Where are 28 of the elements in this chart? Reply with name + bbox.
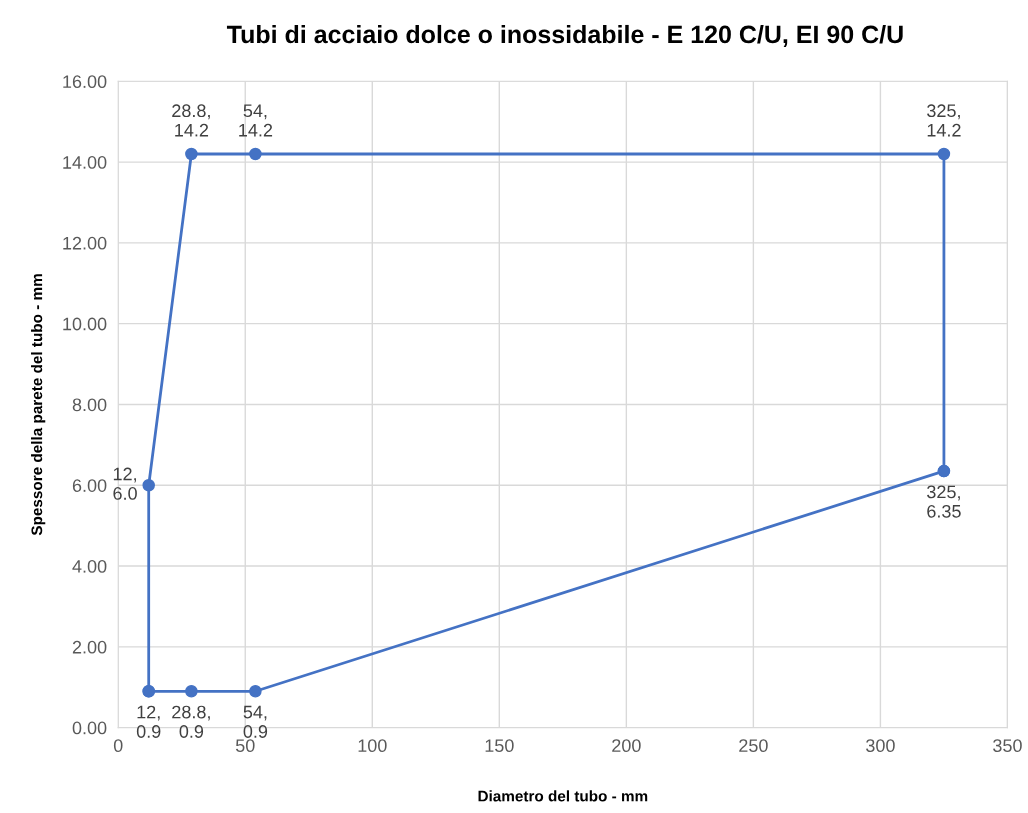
y-axis-title: Spessore della parete del tubo - mm: [31, 274, 46, 536]
y-tick-label: 4.00: [72, 559, 107, 573]
data-label: 28.8, 0.9: [172, 705, 210, 738]
y-tick-label: 0.00: [72, 721, 107, 735]
x-tick-label: 250: [739, 739, 768, 753]
data-label: 12, 0.9: [136, 705, 161, 738]
y-tick-label: 8.00: [72, 398, 107, 412]
y-tick-label: 6.00: [72, 479, 107, 492]
data-label: 325, 14.2: [927, 104, 961, 137]
x-axis-title: Diametro del tubo - mm: [478, 790, 648, 802]
x-tick-label: 100: [358, 739, 387, 753]
data-label: 54, 14.2: [239, 104, 273, 137]
data-label: 325, 6.35: [927, 485, 961, 518]
y-tick-label: 16.00: [63, 75, 107, 89]
x-tick-label: 50: [235, 739, 255, 753]
x-tick-label: 200: [612, 739, 641, 753]
y-tick-label: 2.00: [72, 640, 107, 654]
data-label: 28.8, 14.2: [172, 104, 210, 137]
x-tick-label: 350: [993, 739, 1022, 753]
x-tick-label: 0: [113, 739, 123, 753]
y-tick-label: 14.00: [63, 156, 107, 169]
chart-title: Tubi di acciaio dolce o inossidabile - E 120 C/U, EI 90 C/U: [226, 24, 903, 47]
data-label: 54, 0.9: [243, 705, 268, 738]
x-tick-label: 150: [485, 739, 514, 753]
y-tick-label: 10.00: [63, 317, 107, 331]
data-label: 12, 6.0: [113, 467, 137, 500]
y-tick-label: 12.00: [63, 236, 107, 250]
x-tick-label: 300: [866, 739, 895, 753]
